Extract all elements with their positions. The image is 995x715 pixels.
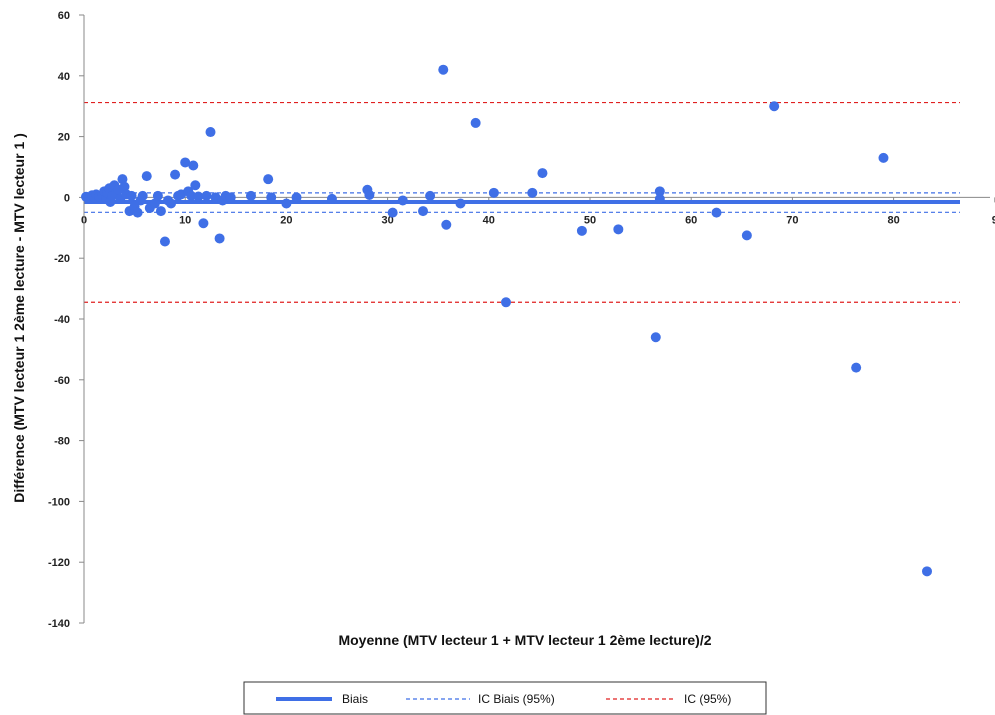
- data-point: [180, 157, 191, 168]
- legend-label-ic: IC (95%): [684, 692, 731, 706]
- data-point: [441, 219, 452, 230]
- data-point: [397, 195, 408, 206]
- x-tick-label: 20: [280, 214, 292, 226]
- data-point: [149, 198, 160, 209]
- x-tick-label: 60: [685, 214, 697, 226]
- data-point: [291, 192, 302, 203]
- legend-label-biais: Biais: [342, 692, 368, 706]
- x-tick-label: 9: [992, 214, 995, 226]
- y-tick-label: 40: [58, 71, 70, 83]
- y-tick-label: 60: [58, 10, 70, 22]
- data-point: [851, 362, 862, 373]
- data-point: [501, 297, 512, 308]
- data-points: [81, 64, 932, 577]
- data-point: [527, 187, 538, 198]
- x-tick-label: 70: [786, 214, 798, 226]
- y-tick-label: -120: [48, 557, 70, 569]
- x-tick-label: 40: [483, 214, 495, 226]
- data-point: [201, 190, 212, 201]
- data-point: [188, 160, 199, 171]
- data-point: [326, 193, 337, 204]
- y-tick-label: -40: [54, 314, 70, 326]
- legend-item-biais: Biais: [276, 692, 368, 706]
- x-tick-label: 30: [381, 214, 393, 226]
- y-tick-label: -140: [48, 618, 70, 630]
- data-point: [281, 198, 292, 209]
- data-point: [166, 198, 177, 209]
- y-axis-title: Différence (MTV lecteur 1 2ème lecture -…: [11, 133, 27, 503]
- data-point: [455, 198, 466, 209]
- legend-item-ic: IC (95%): [606, 692, 731, 706]
- data-point: [225, 192, 236, 203]
- data-point: [159, 236, 170, 247]
- x-tick-label: 10: [179, 214, 191, 226]
- data-point: [364, 189, 375, 200]
- data-point: [769, 101, 780, 112]
- data-point: [654, 193, 665, 204]
- data-point: [170, 169, 181, 180]
- data-point: [132, 207, 143, 218]
- data-point: [878, 152, 889, 163]
- data-point: [155, 206, 166, 217]
- data-point: [387, 207, 398, 218]
- data-point: [711, 207, 722, 218]
- data-point: [921, 566, 932, 577]
- data-point: [418, 206, 429, 217]
- y-tick-label: 0: [64, 192, 70, 204]
- data-point: [126, 190, 137, 201]
- data-point: [198, 218, 209, 229]
- data-point: [245, 190, 256, 201]
- data-point: [438, 64, 449, 75]
- data-point: [190, 180, 201, 191]
- data-point: [137, 190, 148, 201]
- x-tick-label: 50: [584, 214, 596, 226]
- data-point: [263, 174, 274, 185]
- data-point: [205, 127, 216, 138]
- y-tick-label: -100: [48, 496, 70, 508]
- data-point: [654, 186, 665, 197]
- x-axis-title: Moyenne (MTV lecteur 1 + MTV lecteur 1 2…: [338, 632, 711, 648]
- y-tick-label: -80: [54, 436, 70, 448]
- data-point: [152, 190, 163, 201]
- x-tick-label: 80: [887, 214, 899, 226]
- data-point: [119, 181, 130, 192]
- y-tick-label: -60: [54, 375, 70, 387]
- data-point: [741, 230, 752, 241]
- y-axis-ticks: 60 40 20 0 -20 -40 -60 -80 -100 -120 -140: [48, 10, 84, 630]
- y-tick-label: -20: [54, 253, 70, 265]
- legend: Biais IC Biais (95%) IC (95%): [243, 681, 767, 715]
- data-point: [650, 332, 661, 343]
- data-point: [266, 192, 277, 203]
- data-point: [193, 191, 204, 202]
- data-point: [576, 225, 587, 236]
- data-point: [470, 117, 481, 128]
- legend-label-ic-biais: IC Biais (95%): [478, 692, 555, 706]
- data-point: [613, 224, 624, 235]
- data-point: [537, 168, 548, 179]
- legend-item-ic-biais: IC Biais (95%): [406, 692, 555, 706]
- data-point: [117, 174, 128, 185]
- data-point: [214, 233, 225, 244]
- data-point: [141, 171, 152, 182]
- data-point: [488, 187, 499, 198]
- y-tick-label: 20: [58, 132, 70, 144]
- data-point: [425, 190, 436, 201]
